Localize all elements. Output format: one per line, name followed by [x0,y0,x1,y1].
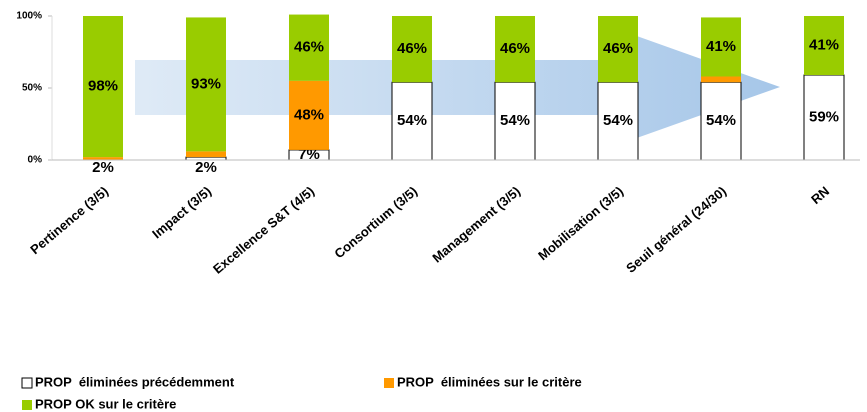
x-tick-label: Pertinence (3/5) [27,183,111,257]
bar-segment [83,157,123,160]
x-tick-label: Mobilisation (3/5) [535,183,626,263]
bar-segment [700,81,742,161]
data-label: 48% [294,106,324,123]
bar-segment [701,76,741,83]
bar-segment [701,17,741,77]
data-label: 46% [294,39,324,56]
bar-segment [186,151,226,158]
data-label: 54% [706,112,736,129]
bar-segment [289,14,329,81]
y-tick-label: 50% [22,83,42,94]
data-label: 59% [809,108,839,125]
bar-segment [186,17,226,152]
data-label: 46% [500,40,530,57]
data-label: 2% [92,159,114,176]
x-tick-label: RN [808,183,832,207]
data-label: 54% [397,112,427,129]
data-label: 93% [191,75,221,92]
bar-segment [392,16,432,83]
bar-segment [495,16,535,83]
bar-segment [598,16,638,83]
data-label: 7% [298,146,320,163]
x-tick-label: Management (3/5) [429,183,523,265]
legend-label: PROP OK sur le critère [35,396,176,411]
legend-swatch [22,400,32,410]
data-label: 2% [195,159,217,176]
legend-label: PROP éliminées précédemment [35,374,235,389]
data-label: 41% [809,36,839,53]
bar-segment [83,16,123,158]
legend-label: PROP éliminées sur le critère [397,374,582,389]
legend-swatch [21,377,33,389]
x-tick-label: Impact (3/5) [149,183,214,241]
x-tick-label: Consortium (3/5) [331,183,420,261]
bar-segment [289,80,329,150]
x-tick-label: Seuil général (24/30) [623,183,729,275]
background-arrow [135,30,780,144]
data-label: 46% [603,40,633,57]
legend-swatch [384,378,394,388]
y-tick-label: 100% [16,11,42,22]
x-tick-label: Excellence S&T (4/5) [210,183,317,276]
data-label: 41% [706,38,736,55]
bar-segment [803,74,845,161]
data-label: 54% [500,112,530,129]
data-label: 98% [88,78,118,95]
data-label: 46% [397,40,427,57]
bar-segment [494,81,536,161]
bar-segment [391,81,433,161]
data-label: 54% [603,112,633,129]
bar-segment [804,16,844,76]
y-tick-label: 0% [28,155,43,166]
